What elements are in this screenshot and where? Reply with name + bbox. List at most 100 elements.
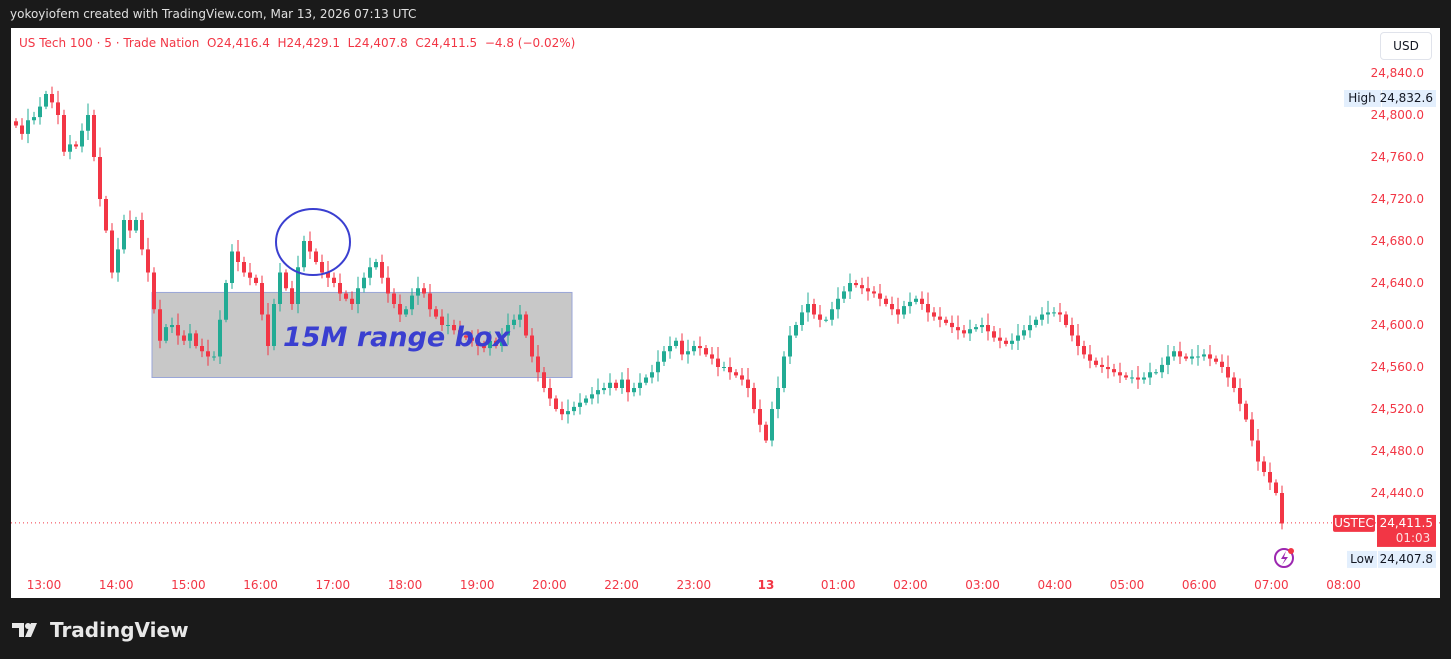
candle-body [170, 325, 174, 328]
chart-area[interactable]: 15M range box 24,440.0 24,480.0 24,520.0 24,… [11, 28, 1440, 598]
x-tick-label: 16:00 [243, 578, 278, 592]
candle-body [386, 277, 390, 294]
candle-body [506, 325, 510, 336]
ticker-label: USTEC [1334, 516, 1374, 530]
candlestick-chart[interactable]: 15M range box 24,440.0 24,480.0 24,520.0 24,… [11, 28, 1440, 598]
candle-body [1118, 372, 1122, 376]
low-label-bg [1347, 550, 1377, 568]
candle-body [218, 319, 222, 357]
x-tick-label: 01:00 [821, 578, 856, 592]
candle-body [836, 298, 840, 310]
low-value-bg [1378, 550, 1436, 568]
candle-body [272, 304, 276, 346]
chart-caption: yokoyiofem created with TradingView.com,… [10, 7, 417, 21]
candle-body [1094, 360, 1098, 365]
candle-body [1214, 358, 1218, 362]
candle-body [914, 298, 918, 302]
candle-body [338, 283, 342, 294]
high-value: H24,429.1 [277, 36, 340, 50]
candle-body [254, 277, 258, 283]
x-tick-label: 13 [758, 578, 775, 592]
candle-body [668, 346, 672, 352]
candle-body [1238, 388, 1242, 404]
candle-body [362, 277, 366, 289]
candle-body [944, 319, 948, 323]
x-tick-label: 02:00 [893, 578, 928, 592]
candle-body [62, 115, 66, 152]
x-tick-label: 04:00 [1038, 578, 1073, 592]
candle-body [110, 230, 114, 273]
candle-body [1154, 372, 1158, 374]
candle-body [236, 251, 240, 262]
candle-body [530, 335, 534, 357]
candle-body [848, 283, 852, 292]
candle-body [290, 288, 294, 304]
candle-body [278, 272, 282, 304]
candle-body [512, 319, 516, 325]
candle-body [1250, 419, 1254, 441]
candle-body [1226, 367, 1230, 378]
candle-body [896, 309, 900, 315]
candle-body [350, 298, 354, 304]
y-tick-label: 24,560.0 [1371, 360, 1424, 374]
candle-body [860, 285, 864, 289]
high-value: 24,832.6 [1380, 91, 1433, 105]
tv-logo-icon [12, 623, 37, 637]
candle-body [320, 262, 324, 273]
candle-body [212, 356, 216, 358]
notification-dot-icon [1288, 548, 1294, 554]
candle-body [434, 309, 438, 317]
candle-body [86, 115, 90, 131]
candle-body [590, 394, 594, 399]
candle-body [68, 144, 72, 152]
candle-body [74, 144, 78, 147]
candle-body [1112, 369, 1116, 373]
candle-body [1082, 346, 1086, 355]
candle-body [1220, 361, 1224, 367]
high-value-bg [1382, 90, 1436, 107]
candle-body [1058, 312, 1062, 315]
candle-body [116, 249, 120, 273]
candle-body [962, 330, 966, 334]
candle-body [998, 337, 1002, 341]
candle-body [26, 120, 30, 134]
candle-body [602, 388, 606, 391]
candle-body [926, 304, 930, 313]
candle-body [1160, 364, 1164, 373]
candle-body [818, 314, 822, 320]
candle-body [164, 327, 168, 341]
candle-body [542, 372, 546, 388]
candle-body [464, 335, 468, 338]
candle-body [500, 335, 504, 346]
y-tick-label: 24,440.0 [1371, 486, 1424, 500]
candle-body [686, 351, 690, 355]
candle-body [1064, 314, 1068, 325]
candle-body [494, 340, 498, 346]
candle-body [158, 309, 162, 341]
logo-text: TradingView [50, 618, 189, 642]
high-label-bg [1344, 90, 1381, 107]
ticker-badge [1333, 514, 1375, 532]
candle-body [524, 314, 528, 336]
candle-body [1046, 312, 1050, 315]
candle-body [890, 304, 894, 310]
symbol-name[interactable]: US Tech 100 · 5 · Trade Nation [19, 36, 200, 50]
candle-body [1196, 356, 1200, 358]
candle-body [764, 424, 768, 441]
last-price-badge [1377, 514, 1436, 547]
candle-body [446, 325, 450, 326]
x-tick-label: 13:00 [27, 578, 62, 592]
candle-body [1040, 314, 1044, 320]
lightning-icon[interactable] [1274, 548, 1294, 568]
candle-body [374, 262, 378, 268]
candle-body [1142, 377, 1146, 380]
candle-body [1256, 440, 1260, 462]
y-tick-label: 24,760.0 [1371, 150, 1424, 164]
y-tick-label: 24,680.0 [1371, 234, 1424, 248]
candle-body [122, 220, 126, 250]
y-tick-label: 24,640.0 [1371, 276, 1424, 290]
candle-body [392, 293, 396, 304]
currency-button[interactable]: USD [1380, 32, 1432, 60]
candle-body [656, 361, 660, 373]
candle-body [560, 409, 564, 415]
